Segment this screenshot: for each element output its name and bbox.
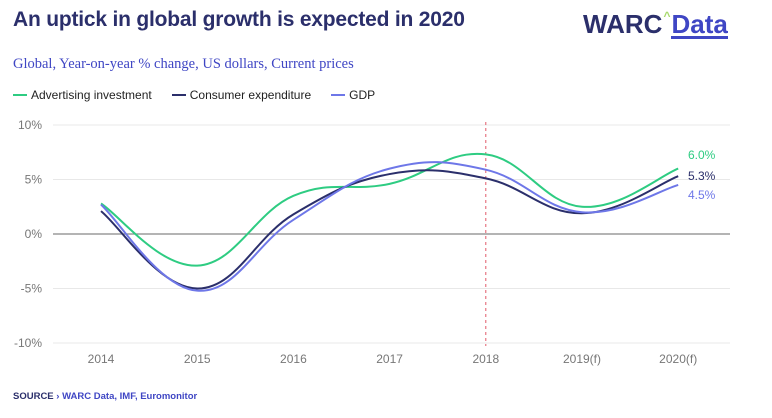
x-tick-label: 2014 — [88, 352, 115, 366]
legend-swatch — [171, 94, 186, 96]
logo-product: Data — [671, 9, 728, 39]
legend-label: Advertising investment — [31, 88, 152, 102]
end-value-label: 6.0% — [688, 148, 716, 162]
x-tick-label: 2018 — [472, 352, 499, 366]
source-note: SOURCE › WARC Data, IMF, Euromonitor — [13, 391, 197, 402]
source-separator: › — [56, 391, 60, 402]
end-value-label: 4.5% — [688, 188, 716, 202]
source-label: SOURCE — [13, 391, 54, 402]
series-line-0 — [100, 152, 679, 267]
chart-subtitle: Global, Year-on-year % change, US dollar… — [13, 56, 354, 72]
end-value-label: 5.3% — [688, 169, 716, 183]
legend-item-consumer: Consumer expenditure — [171, 88, 312, 102]
legend-label: GDP — [349, 88, 376, 102]
legend-item-advertising: Advertising investment — [13, 88, 152, 102]
y-tick-label: 5% — [25, 173, 43, 187]
source-text: WARC Data, IMF, Euromonitor — [62, 391, 198, 402]
x-tick-label: 2015 — [184, 352, 211, 366]
legend-swatch — [331, 94, 346, 96]
x-tick-label: 2016 — [280, 352, 307, 366]
legend: Advertising investment Consumer expendit… — [13, 88, 375, 102]
y-tick-label: -10% — [14, 336, 42, 350]
y-tick-label: -5% — [21, 282, 43, 296]
warc-data-logo: WARC^Data — [583, 9, 728, 40]
chart-title: An uptick in global growth is expected i… — [13, 8, 465, 31]
y-tick-label: 10% — [18, 118, 42, 132]
legend-label: Consumer expenditure — [189, 88, 312, 102]
x-tick-label: 2020(f) — [659, 352, 697, 366]
x-tick-label: 2017 — [376, 352, 403, 366]
legend-swatch — [13, 94, 27, 96]
y-tick-label: 0% — [25, 227, 43, 241]
logo-caret: ^ — [663, 9, 671, 23]
series-line-2 — [100, 161, 679, 292]
legend-item-gdp: GDP — [331, 88, 375, 102]
x-tick-label: 2019(f) — [563, 352, 601, 366]
logo-brand: WARC — [583, 9, 663, 39]
series-line-1 — [100, 169, 679, 290]
